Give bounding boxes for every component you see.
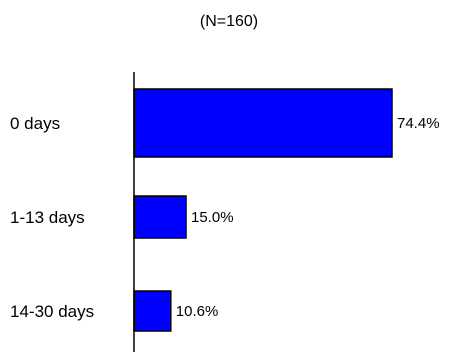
category-label-1: 0 days (10, 114, 60, 133)
value-label-2: 15.0% (191, 209, 234, 226)
chart-subtitle: (N=160) (200, 13, 258, 30)
bar-3 (133, 290, 172, 332)
category-label-2: 1-13 days (10, 208, 85, 227)
value-label-3: 10.6% (176, 303, 219, 320)
category-label-3: 14-30 days (10, 302, 94, 321)
bar-1 (133, 88, 393, 158)
bars-layer: 0 days 74.4% 1-13 days 15.0% 14-30 days 10.6% (10, 88, 440, 332)
value-label-1: 74.4% (397, 115, 440, 132)
bar-2 (133, 195, 187, 239)
